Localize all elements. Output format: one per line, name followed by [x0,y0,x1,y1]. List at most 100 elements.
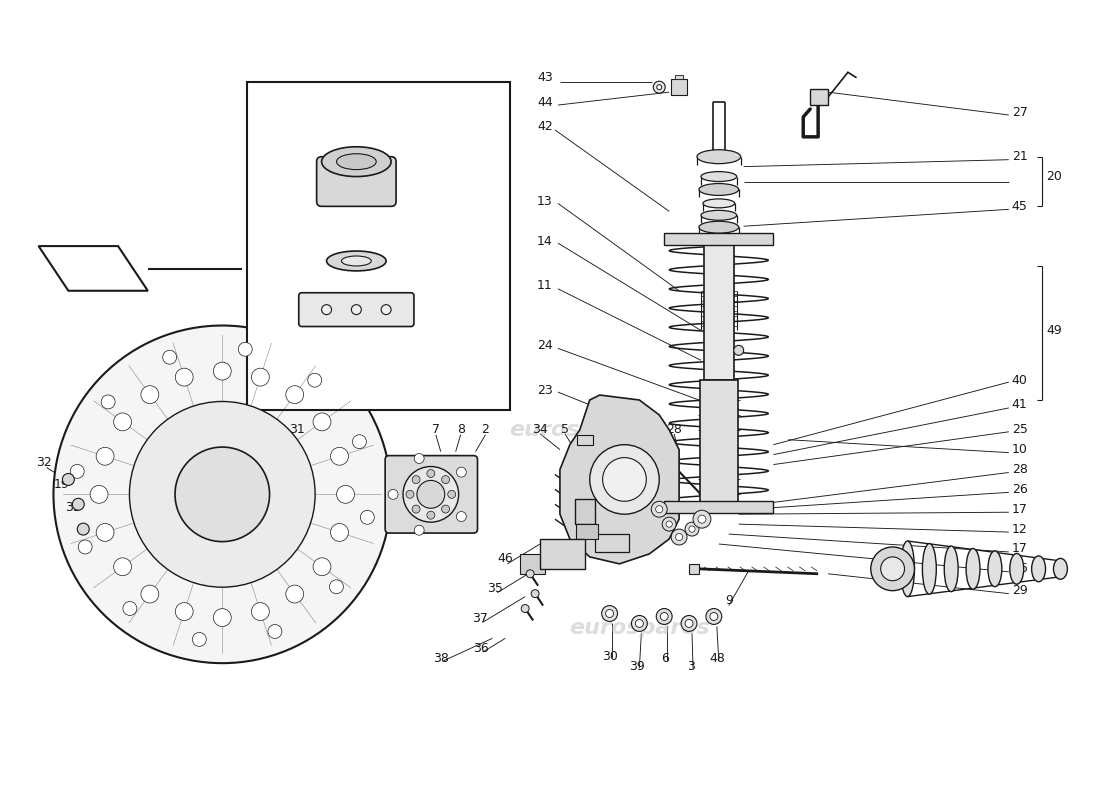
Bar [675,75,683,79]
Text: eurospares: eurospares [509,420,650,440]
Bar [811,89,828,105]
Circle shape [78,540,92,554]
Circle shape [526,570,535,578]
Text: 22: 22 [485,259,502,273]
Circle shape [656,506,663,513]
Circle shape [163,350,177,364]
Circle shape [631,615,647,631]
Circle shape [239,342,252,356]
Text: 7: 7 [432,423,440,436]
Polygon shape [39,246,147,290]
Text: 46: 46 [497,552,514,566]
Text: 16: 16 [485,312,502,325]
Text: 8: 8 [456,423,464,436]
Circle shape [331,523,349,542]
Text: 15: 15 [396,270,412,282]
Circle shape [406,490,414,498]
Ellipse shape [697,150,740,164]
Circle shape [70,465,85,478]
Circle shape [73,498,85,510]
Text: 5: 5 [561,423,569,436]
Circle shape [412,476,420,483]
Circle shape [192,633,207,646]
Circle shape [308,374,321,387]
Bar [671,79,688,95]
Text: 37: 37 [473,612,488,625]
Text: 15: 15 [485,290,502,302]
Ellipse shape [698,222,739,233]
Text: 44: 44 [537,95,553,109]
Circle shape [123,602,136,615]
Text: eurospares: eurospares [569,618,710,638]
Text: 47: 47 [639,423,656,436]
FancyBboxPatch shape [704,241,734,380]
Ellipse shape [327,251,386,271]
Circle shape [881,557,904,581]
Circle shape [602,606,617,622]
Circle shape [351,305,361,314]
Ellipse shape [966,549,980,589]
Polygon shape [560,395,679,564]
Text: 42: 42 [537,121,553,134]
Circle shape [268,625,282,638]
Circle shape [96,523,114,542]
Bar [576,434,593,445]
Text: 18: 18 [485,160,502,173]
Text: 36: 36 [473,642,488,654]
Bar [664,502,773,514]
Text: eurospares: eurospares [152,420,293,440]
Circle shape [653,82,666,93]
Circle shape [113,413,132,431]
Circle shape [417,481,444,508]
Text: 43: 43 [537,70,553,84]
Circle shape [412,505,420,513]
Circle shape [448,490,455,498]
Circle shape [175,602,194,621]
Circle shape [685,619,693,627]
Text: 28: 28 [667,423,682,436]
Text: 49: 49 [1046,324,1063,337]
Text: 35: 35 [487,582,504,595]
Text: eurospares: eurospares [162,618,302,638]
Text: 33: 33 [66,501,81,514]
Text: 40: 40 [1012,374,1027,386]
Circle shape [175,447,270,542]
Circle shape [666,521,672,527]
Text: 2: 2 [482,423,490,436]
Circle shape [361,510,374,524]
Circle shape [441,476,450,483]
Ellipse shape [1054,558,1067,579]
Circle shape [662,517,676,531]
Bar [540,539,585,569]
Text: 34: 34 [532,423,548,436]
Text: 28: 28 [1012,463,1027,476]
Circle shape [636,619,644,627]
FancyBboxPatch shape [299,293,414,326]
Circle shape [54,326,392,663]
Text: 14: 14 [537,234,553,248]
Text: 26: 26 [1012,562,1027,575]
Circle shape [871,547,914,590]
Circle shape [427,470,434,478]
Ellipse shape [698,183,739,195]
Circle shape [657,85,662,90]
Text: 25: 25 [1012,423,1027,436]
Circle shape [63,474,75,486]
Circle shape [252,602,270,621]
Circle shape [286,585,304,603]
Text: 11: 11 [537,279,553,292]
Bar [575,524,597,539]
Bar [248,82,510,410]
Circle shape [213,609,231,626]
Text: 16: 16 [396,304,411,317]
Circle shape [101,395,116,409]
Ellipse shape [923,543,936,594]
Bar [689,564,698,574]
Text: 4: 4 [586,423,594,436]
Circle shape [671,529,688,545]
Circle shape [403,466,459,522]
Text: 38: 38 [432,652,449,665]
Circle shape [651,502,668,517]
Circle shape [689,526,695,532]
Text: 26: 26 [1012,483,1027,496]
